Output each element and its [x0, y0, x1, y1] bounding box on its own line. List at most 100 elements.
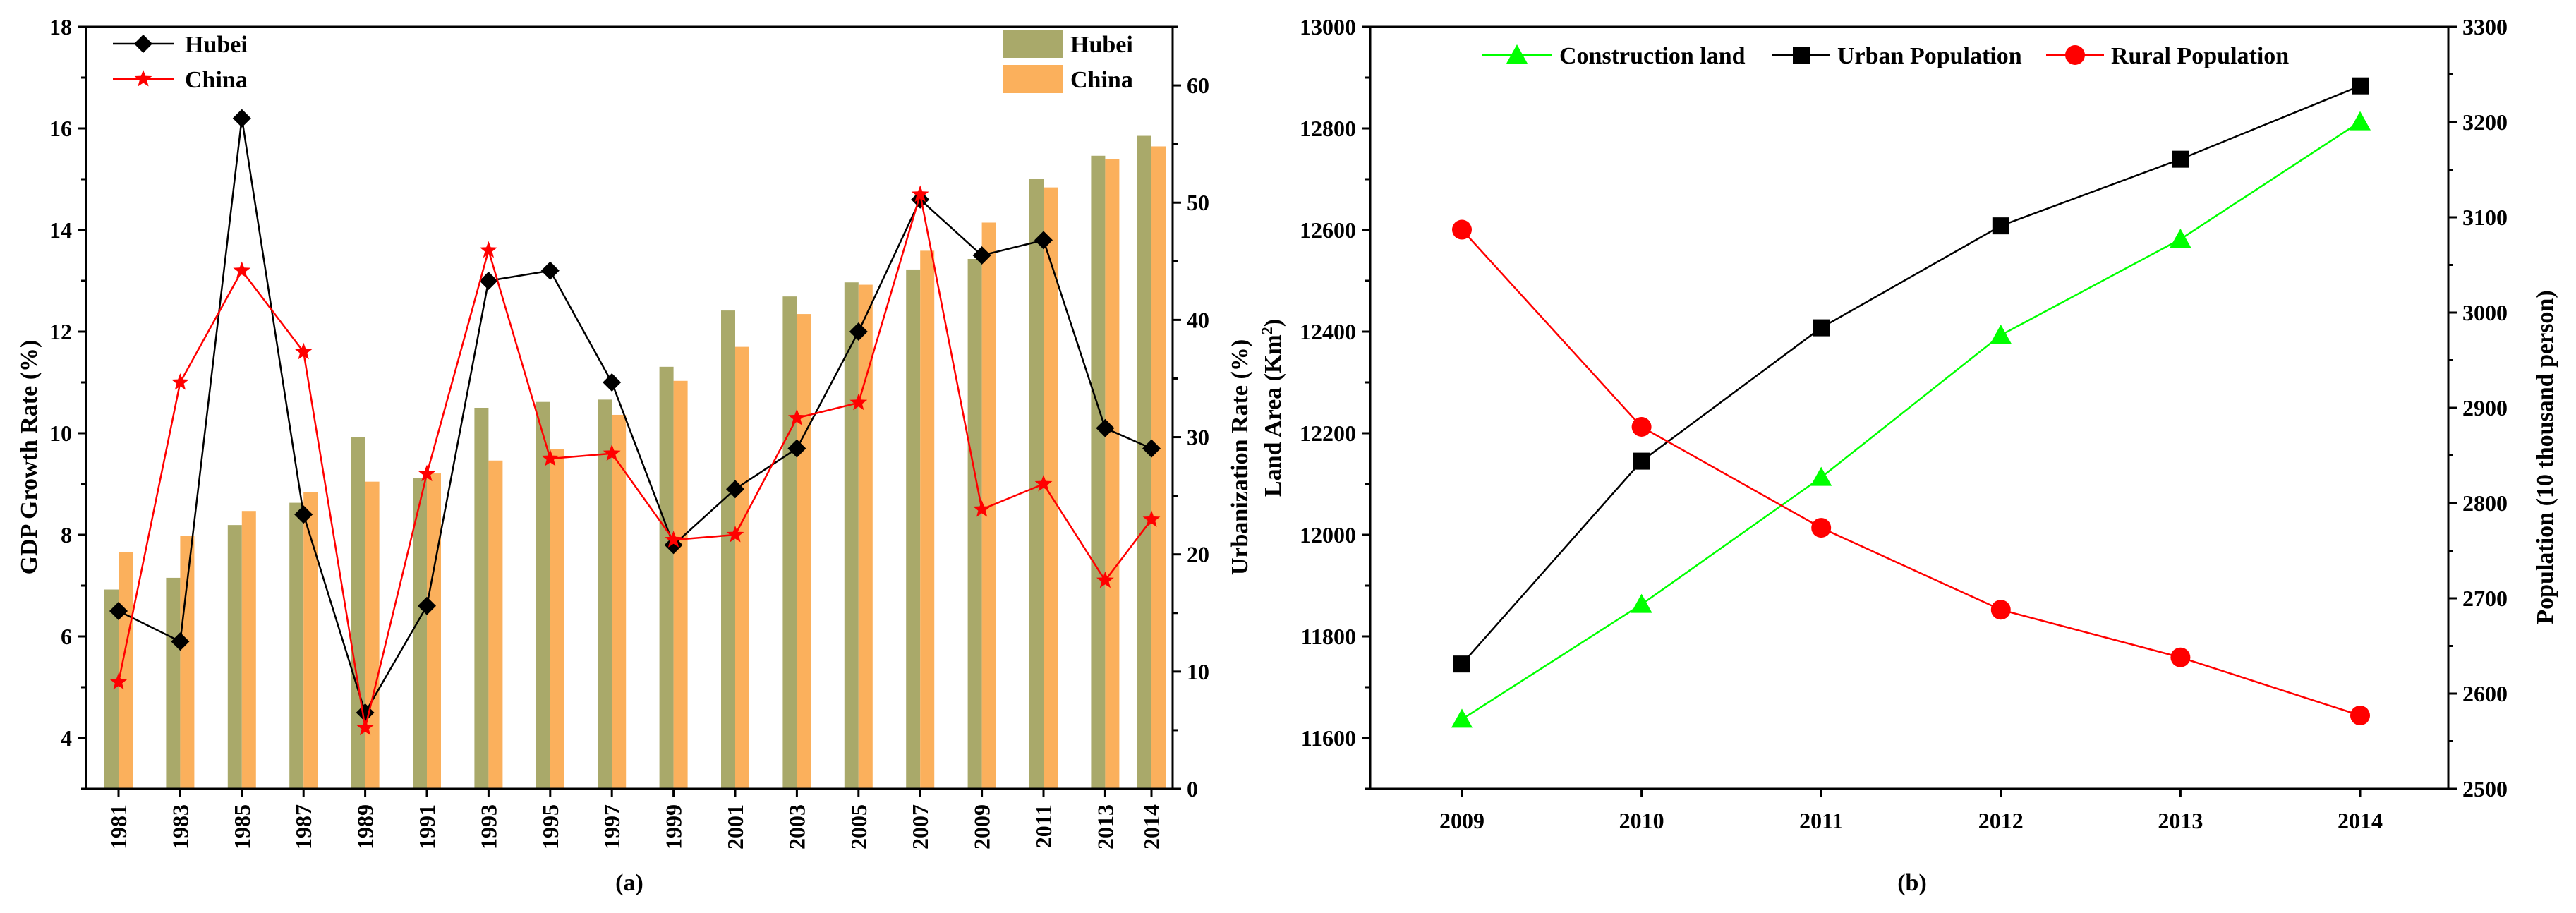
- panel-b-label: (b): [1897, 870, 1927, 896]
- panel-a-x-tick-label: 1995: [538, 804, 563, 849]
- point-hubei-2013: [1096, 418, 1115, 437]
- panel-a-left-tick-label: 18: [49, 14, 72, 40]
- point-china-1999: [665, 531, 682, 548]
- bar-china-2011: [1044, 187, 1058, 790]
- panel-a-right-tick-label: 10: [1187, 659, 1209, 684]
- point-hubei-2014: [1142, 439, 1161, 458]
- panel-a-x-tick-label: 1991: [414, 804, 440, 849]
- point-urban-population-2012: [1992, 217, 2009, 235]
- panel-a-x-tick-label: 2003: [784, 804, 809, 849]
- panel-b-left-tick-label: 11600: [1301, 725, 1356, 751]
- point-hubei-1991: [418, 596, 436, 615]
- panel-a-x-tick-label: 1987: [291, 804, 316, 849]
- point-china-1995: [541, 449, 560, 466]
- panel-b-right-tick-label: 3200: [2462, 109, 2508, 135]
- panel-a-x-tick-label: 1983: [167, 804, 193, 849]
- point-rural-population-2012: [1990, 600, 2011, 620]
- legend-marker-urban-population: [1793, 47, 1810, 64]
- point-hubei-1987: [294, 505, 313, 524]
- point-china-2003: [788, 409, 806, 425]
- panel-b-x-tick-label: 2012: [1978, 808, 2024, 833]
- line-rural-population: [1461, 229, 2361, 717]
- panel-a-left-tick-label: 8: [61, 522, 72, 548]
- point-china-2005: [849, 393, 868, 411]
- point-hubei-1997: [603, 373, 622, 392]
- panel-b-left-tick-label: 12200: [1300, 421, 1356, 446]
- point-hubei-2011: [1034, 231, 1053, 250]
- panel-b-x-tick-label: 2009: [1439, 808, 1484, 833]
- point-china-2001: [726, 526, 744, 543]
- line-hubei: [118, 118, 1152, 715]
- bar-hubei-1981: [104, 589, 119, 789]
- panel-b-left-tick-label: 12400: [1300, 319, 1356, 344]
- point-china-1985: [233, 261, 251, 279]
- bar-china-1987: [303, 492, 318, 789]
- point-china-2013: [1096, 571, 1114, 588]
- bar-china-2005: [858, 284, 873, 789]
- panel-b-x-tick-label: 2011: [1799, 808, 1843, 833]
- panel-a-x-tick-label: 1999: [661, 804, 687, 849]
- bar-hubei-2014: [1137, 135, 1151, 789]
- panel-a-left-axis-title: GDP Growth Rate (%): [16, 340, 42, 575]
- legend-label-rural-population: Rural Population: [2111, 43, 2289, 69]
- panel-b-left-tick-label: 12800: [1300, 116, 1356, 141]
- point-china-1997: [603, 444, 621, 461]
- point-construction-land-2014: [2350, 111, 2371, 131]
- panel-a-left-tick-label: 6: [61, 624, 72, 649]
- point-hubei-2007: [911, 190, 930, 209]
- panel-a-x-tick-label: 1989: [353, 804, 378, 849]
- point-china-1991: [418, 464, 436, 482]
- point-rural-population-2009: [1452, 219, 1472, 240]
- bar-hubei-2003: [782, 296, 797, 790]
- panel-a-left-tick-label: 4: [61, 725, 72, 751]
- panel-b-chart: Land Area (Km2) Population (10 thousand …: [1258, 14, 2558, 896]
- point-hubei-2005: [849, 322, 868, 341]
- panel-b-x-tick-label: 2013: [2158, 808, 2203, 833]
- bar-china-1993: [488, 460, 503, 789]
- point-urban-population-2011: [1813, 319, 1830, 337]
- panel-a-right-tick-label: 40: [1187, 307, 1209, 332]
- panel-a-right-tick-label: 0: [1187, 776, 1198, 802]
- legend-label-china: China: [185, 67, 248, 93]
- line-china: [117, 194, 1152, 728]
- panel-a-x-tick-label: 2007: [907, 804, 933, 849]
- panel-b-right-tick-label: 2700: [2462, 586, 2508, 611]
- panel-a-x-tick-label: 1997: [599, 804, 624, 849]
- point-china-1989: [356, 718, 374, 736]
- point-china-2007: [911, 185, 929, 202]
- panel-a-x-tick-label: 1981: [106, 804, 131, 849]
- point-rural-population-2010: [1631, 417, 1652, 437]
- panel-a-left-tick-label: 12: [49, 319, 72, 344]
- panel-b-right-tick-label: 3100: [2462, 205, 2508, 230]
- point-hubei-1995: [540, 261, 560, 280]
- panel-a-x-tick-label: 1985: [229, 804, 255, 849]
- point-china-1981: [109, 672, 128, 690]
- panel-b-right-tick-label: 2900: [2462, 395, 2508, 421]
- panel-a-x-tick-label: 2011: [1031, 804, 1056, 848]
- legend-bar-label-hubei: Hubei: [1070, 32, 1133, 58]
- point-urban-population-2014: [2352, 77, 2369, 95]
- point-china-1987: [294, 342, 313, 360]
- point-construction-land-2013: [2170, 228, 2191, 248]
- bar-china-1995: [550, 449, 564, 789]
- panel-a-label: (a): [615, 870, 643, 896]
- bar-hubei-2011: [1029, 179, 1044, 789]
- panel-a-x-tick-label: 1993: [476, 804, 501, 849]
- point-construction-land-2011: [1810, 466, 1832, 486]
- panel-b-left-axis-title: Land Area (Km2): [1258, 319, 1286, 497]
- panel-a-left-tick-label: 14: [49, 217, 72, 243]
- point-construction-land-2010: [1631, 593, 1652, 613]
- panel-a-right-tick-label: 60: [1187, 73, 1209, 98]
- legend-bar-label-china: China: [1070, 67, 1133, 93]
- point-china-1993: [480, 241, 497, 258]
- point-rural-population-2014: [2350, 706, 2370, 726]
- bar-china-2014: [1151, 146, 1166, 789]
- legend-marker-hubei: [134, 35, 152, 53]
- panel-b-x-tick-label: 2010: [1619, 808, 1664, 833]
- panel-a-right-tick-label: 30: [1187, 425, 1209, 450]
- panel-b-right-tick-label: 2500: [2462, 776, 2508, 802]
- legend-bar-hubei: [1003, 30, 1063, 58]
- point-construction-land-2012: [1990, 325, 2012, 344]
- point-china-2009: [973, 500, 991, 517]
